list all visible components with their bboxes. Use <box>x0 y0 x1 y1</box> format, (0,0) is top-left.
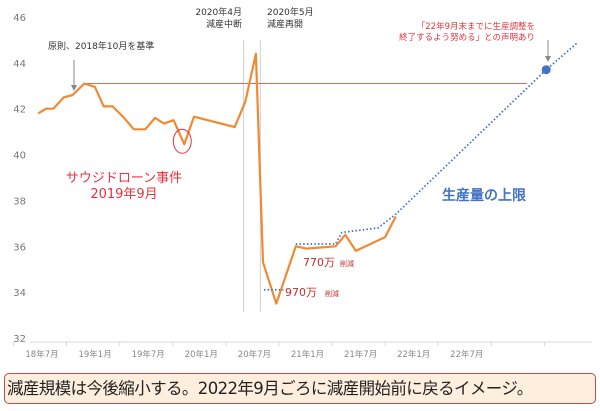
cut-770-unit: 削減 <box>340 259 354 268</box>
x-tick-label: 21年1月 <box>291 349 324 360</box>
x-tick-label: 22年1月 <box>397 349 430 360</box>
annotation-baseline-note: 原則、2018年10月を基準 <box>48 40 154 52</box>
x-tick-label: 20年1月 <box>185 349 218 360</box>
y-tick-label: 38 <box>13 196 26 207</box>
y-tick-label: 32 <box>13 334 26 345</box>
cut-970-unit: 削減 <box>325 289 339 298</box>
cut-970-value: 970万 <box>285 286 317 299</box>
y-tick-label: 40 <box>13 151 26 162</box>
annotation-resume-1: 2020年5月 <box>267 6 314 18</box>
annotation-incident-1: サウジドローン事件 <box>66 171 182 186</box>
y-tick-label: 42 <box>13 105 26 116</box>
x-tick-label: 21年7月 <box>344 349 377 360</box>
y-tick-label: 44 <box>13 59 26 70</box>
x-tick-label: 20年7月 <box>238 349 271 360</box>
annotation-pause-2: 減産中断 <box>206 18 242 30</box>
incident-highlight-circle <box>172 128 192 154</box>
series-line-production <box>37 52 397 305</box>
x-tick-label: 18年7月 <box>25 349 58 360</box>
x-tick-label: 19年1月 <box>78 349 111 360</box>
y-tick-label: 36 <box>13 242 26 253</box>
annotation-pause-1: 2020年4月 <box>195 6 242 18</box>
x-tick-label: 22年7月 <box>450 349 483 360</box>
cut-770-value: 770万 <box>303 256 335 269</box>
annotation-statement-1: 「22年9月末までに生産調整を <box>417 21 535 32</box>
annotation-resume-2: 減産再開 <box>267 18 303 30</box>
statement-arrow-head <box>545 56 551 62</box>
summary-banner: 減産規模は今後縮小する。2022年9月ごろに減産開始前に戻るイメージ。 <box>4 373 596 404</box>
upper-limit-label: 生産量の上限 <box>442 187 526 204</box>
annotation-statement-2: 終了するよう努める」との声明あり <box>399 32 535 43</box>
annotation-incident-2: 2019年9月 <box>90 187 157 202</box>
series-line-upper-limit <box>295 41 579 245</box>
target-point-marker <box>541 65 551 75</box>
y-tick-label: 46 <box>13 13 26 24</box>
baseline-arrow-head <box>71 85 77 91</box>
y-tick-label: 34 <box>13 288 26 299</box>
x-tick-label: 19年7月 <box>132 349 165 360</box>
